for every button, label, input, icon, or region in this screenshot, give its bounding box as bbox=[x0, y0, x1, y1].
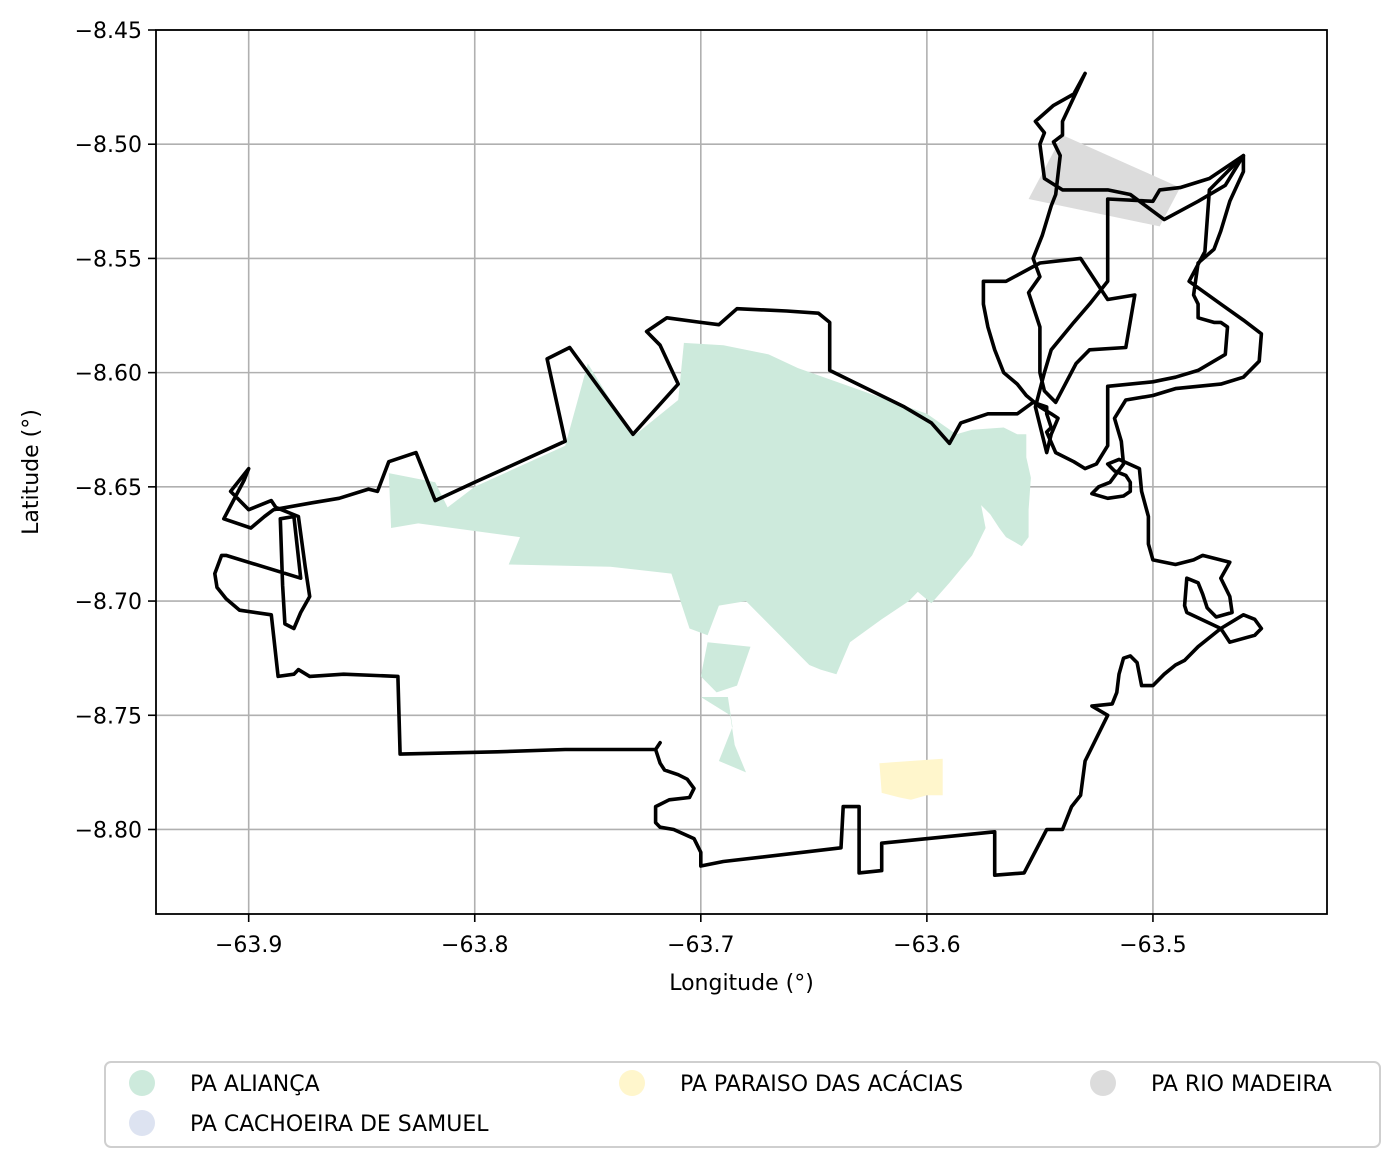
axis-ticks: −63.9 −63.8 −63.7 −63.6 −63.5 −8.45 −8.50 −8.55… bbox=[75, 19, 1187, 958]
polygon-pa-alian-a-0 bbox=[388, 342, 1031, 675]
polygon-pa-alian-a-2 bbox=[700, 697, 746, 773]
y-tick-label-5: −8.70 bbox=[75, 590, 142, 615]
x-tick-label-4: −63.5 bbox=[1119, 933, 1186, 958]
legend-marker-pa-paraiso-das-ac-cias bbox=[619, 1070, 645, 1096]
polygon-pa-alian-a-1 bbox=[700, 642, 751, 693]
legend-label-pa-rio-madeira: PA RIO MADEIRA bbox=[1151, 1072, 1332, 1097]
y-axis-label: Latitude (°) bbox=[19, 409, 44, 535]
y-tick-label-4: −8.65 bbox=[75, 476, 142, 501]
municipality-boundary bbox=[213, 71, 1264, 878]
legend-marker-pa-rio-madeira bbox=[1090, 1070, 1116, 1096]
boundary-outline-0 bbox=[213, 153, 1264, 878]
legend-box bbox=[104, 1061, 1381, 1148]
legend-label-pa-paraiso-das-ac-cias: PA PARAISO DAS ACÁCIAS bbox=[680, 1071, 963, 1097]
plot-frame bbox=[155, 29, 1328, 915]
y-tick-label-6: −8.75 bbox=[75, 704, 142, 729]
boundary-outline-1 bbox=[981, 71, 1246, 455]
y-tick-label-7: −8.80 bbox=[75, 818, 142, 843]
y-tick-label-2: −8.55 bbox=[75, 247, 142, 272]
y-tick-label-0: −8.45 bbox=[75, 19, 142, 44]
x-tick-label-0: −63.9 bbox=[215, 933, 282, 958]
x-tick-label-1: −63.8 bbox=[441, 933, 508, 958]
x-tick-label-3: −63.6 bbox=[893, 933, 960, 958]
y-tick-label-3: −8.60 bbox=[75, 362, 142, 387]
legend-label-pa-cachoeira-de-samuel: PA CACHOEIRA DE SAMUEL bbox=[190, 1112, 489, 1137]
map-plot: −63.9 −63.8 −63.7 −63.6 −63.5 −8.45 −8.50 −8.55… bbox=[19, 19, 1328, 996]
legend: PA ALIANÇA PA CACHOEIRA DE SAMUEL PA PARAI… bbox=[104, 1061, 1381, 1148]
legend-label-pa-alian-a: PA ALIANÇA bbox=[190, 1072, 320, 1097]
legend-marker-pa-cachoeira-de-samuel bbox=[129, 1110, 155, 1136]
x-axis-label: Longitude (°) bbox=[669, 971, 814, 996]
legend-marker-pa-alian-a bbox=[129, 1070, 155, 1096]
y-tick-label-1: −8.50 bbox=[75, 133, 142, 158]
polygon-pa-paraiso-das-ac-cias-0 bbox=[879, 758, 943, 800]
x-tick-label-2: −63.7 bbox=[667, 933, 734, 958]
